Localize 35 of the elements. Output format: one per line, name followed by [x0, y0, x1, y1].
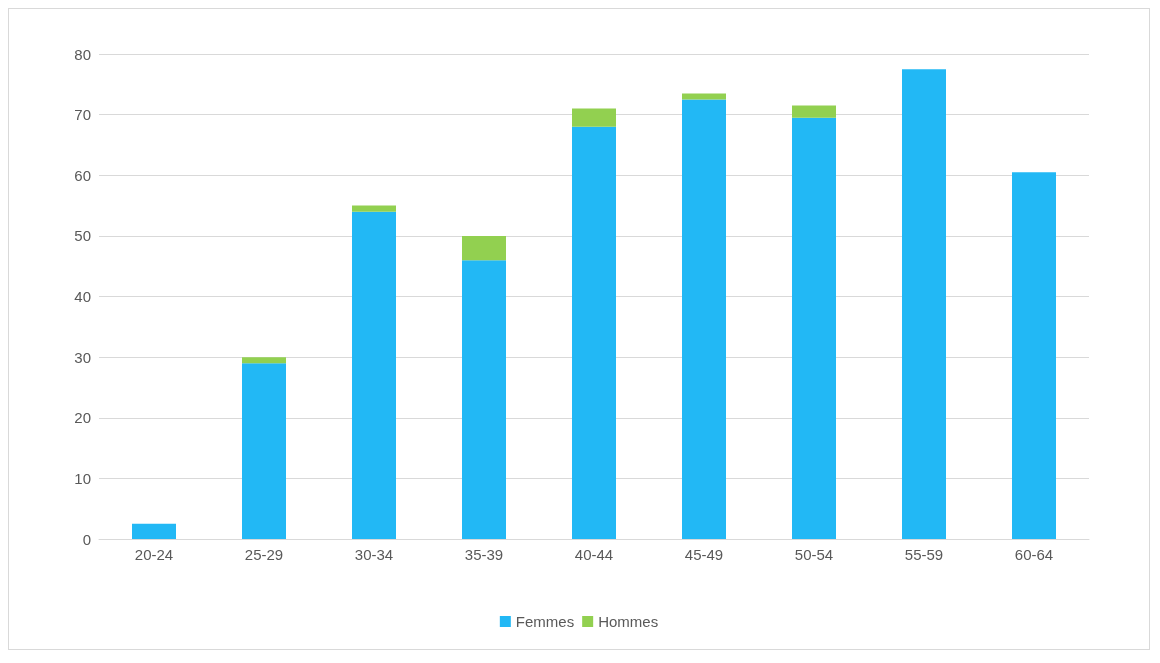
bar	[902, 69, 946, 539]
bar	[572, 108, 616, 127]
bar	[682, 93, 726, 100]
y-tick-label: 30	[74, 348, 91, 366]
y-tick-label: 60	[74, 166, 91, 184]
bar	[352, 205, 396, 212]
bar	[1012, 172, 1056, 539]
x-tick-label: 20-24	[134, 546, 174, 563]
x-tick-label: 55-59	[904, 546, 944, 563]
x-tick-label: 30-34	[354, 546, 394, 563]
bar	[792, 105, 836, 118]
x-tick-label: 35-39	[464, 546, 504, 563]
bar	[242, 363, 286, 539]
x-tick-label: 40-44	[574, 546, 614, 563]
y-tick-label: 10	[74, 469, 91, 487]
y-tick-label: 80	[74, 45, 91, 63]
bar	[132, 523, 176, 539]
bar	[352, 211, 396, 539]
bar	[572, 126, 616, 539]
bar	[242, 357, 286, 364]
legend-label: Femmes	[515, 613, 575, 630]
bar	[792, 117, 836, 539]
bar	[462, 235, 506, 261]
bar	[462, 260, 506, 539]
y-tick-label: 20	[74, 409, 91, 427]
x-tick-label: 60-64	[1014, 546, 1054, 563]
x-tick-label: 45-49	[684, 546, 724, 563]
y-tick-label: 0	[82, 530, 91, 548]
bar	[682, 99, 726, 539]
x-tick-label: 50-54	[794, 546, 834, 563]
legend-label: Hommes	[598, 613, 659, 630]
y-tick-label: 70	[74, 106, 91, 124]
x-tick-label: 25-29	[244, 546, 284, 563]
y-tick-label: 40	[74, 288, 91, 305]
y-tick-label: 50	[74, 227, 91, 245]
